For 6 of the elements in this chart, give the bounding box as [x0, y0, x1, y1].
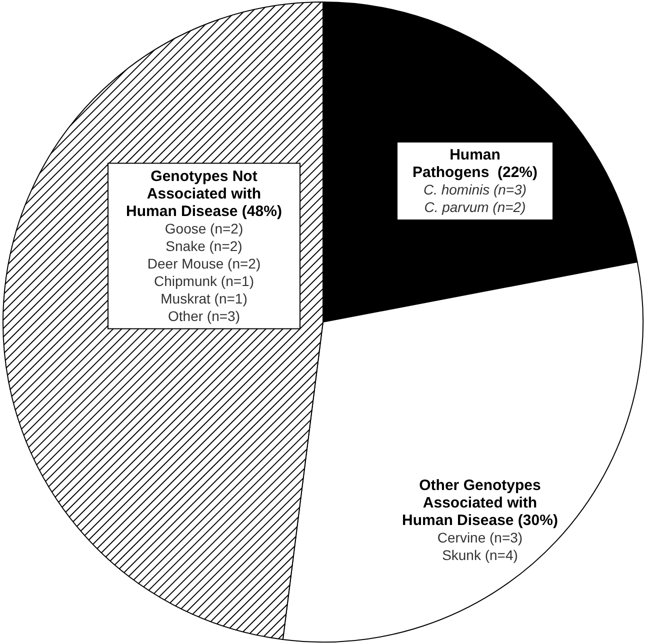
slice-label: Genotypes Not Associated with Human Disease (48%) — [126, 168, 282, 220]
slice-label: Other Genotypes Associated with Human Disease (30%) — [402, 476, 558, 529]
text: Goose (n=2) Snake (n=2) Deer Mouse (n=2) Chipmunk (n=1) Muskrat (n=1) Other (n=3) — [147, 220, 261, 324]
text: C. hominis (n=3) C. parvum (n=2) — [423, 182, 527, 216]
slice-label: Human Pathogens (22%) — [412, 146, 538, 182]
text: Cervine (n=3) Skunk (n=4) — [437, 529, 523, 563]
